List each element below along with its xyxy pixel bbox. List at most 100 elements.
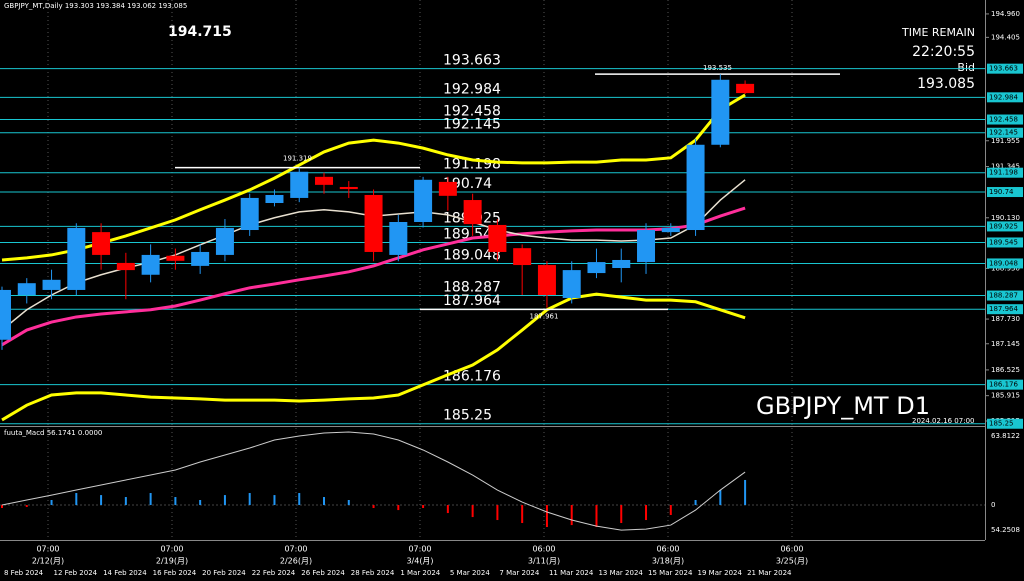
overlay-line [1, 206, 746, 347]
macd-bar [719, 490, 722, 506]
candle-body [488, 224, 507, 252]
candle-body [339, 186, 358, 190]
x-tick-label: 7 Mar 2024 [499, 569, 539, 577]
level-box-label: 192.458 [989, 116, 1018, 124]
level-box-label: 192.145 [989, 129, 1018, 137]
macd-bar [744, 479, 747, 506]
level-box [987, 92, 1023, 103]
macd-bar [521, 505, 524, 524]
y-tick-label: 194.960 [991, 10, 1020, 18]
overlay-line [1, 93, 746, 262]
candle-body [0, 289, 11, 340]
level-box [987, 63, 1023, 74]
level-box-label: 189.048 [989, 259, 1018, 267]
level-box [987, 167, 1023, 178]
x-tick-label: 5 Mar 2024 [450, 569, 490, 577]
macd-bar [100, 495, 103, 506]
annotation-label: 193.535 [703, 64, 732, 72]
y-tick-label: 187.145 [991, 340, 1020, 348]
candle-body [661, 227, 680, 233]
level-label: 188.287 [443, 280, 501, 296]
candle-body [116, 262, 135, 271]
candle-body [215, 227, 234, 255]
macd-bar [694, 500, 697, 506]
macd-bar [50, 500, 53, 506]
candle-body [141, 254, 160, 275]
level-box [987, 258, 1023, 269]
y-tick-label: 191.955 [991, 137, 1020, 145]
x-tick-label: 20 Feb 2024 [202, 569, 246, 577]
level-box [987, 237, 1023, 248]
week-date: 3/25(月) [776, 557, 808, 566]
macd-bar [223, 495, 226, 506]
level-label: 192.145 [443, 117, 501, 133]
candle-body [315, 176, 334, 185]
level-label: 187.964 [443, 293, 501, 309]
level-box [987, 187, 1023, 198]
macd-bar [174, 497, 177, 506]
level-box [987, 290, 1023, 301]
macd-bar [323, 497, 326, 506]
candle-body [67, 227, 86, 290]
y-tick-label: 185.915 [991, 392, 1020, 400]
level-label: 185.25 [443, 408, 492, 424]
countdown: 22:20:55 [912, 44, 975, 60]
y-tick-label: 191.345 [991, 162, 1020, 170]
level-box-label: 189.545 [989, 238, 1018, 246]
macd-bar [446, 505, 449, 514]
macd-bar [570, 505, 573, 526]
x-tick-label: 13 Mar 2024 [598, 569, 643, 577]
macd-bar [347, 500, 350, 506]
level-box-label: 190.74 [989, 188, 1014, 196]
level-box-label: 188.287 [989, 292, 1018, 300]
macd-bar [199, 500, 202, 506]
macd-bar [620, 505, 623, 524]
week-date: 3/11(月) [528, 557, 560, 566]
candle-body [414, 179, 433, 222]
x-tick-label: 11 Mar 2024 [549, 569, 594, 577]
macd-bar [545, 505, 548, 528]
week-time: 07:00 [160, 545, 183, 554]
x-tick-label: 26 Feb 2024 [301, 569, 345, 577]
candle-body [17, 283, 36, 296]
candle-body [389, 221, 408, 255]
y-tick-label: 187.730 [991, 315, 1020, 323]
macd-bar [645, 505, 648, 521]
candle-body [364, 194, 383, 252]
week-date: 2/12(月) [32, 557, 64, 566]
week-time: 07:00 [284, 545, 307, 554]
level-label: 189.048 [443, 247, 501, 263]
level-box-label: 192.984 [989, 93, 1018, 101]
macd-bar [595, 505, 598, 528]
candle-body [438, 181, 457, 196]
watermark-date: 2024.02.16 07:00 [912, 417, 974, 425]
level-label: 186.176 [443, 369, 501, 385]
week-date: 2/19(月) [156, 557, 188, 566]
level-label: 192.458 [443, 104, 501, 120]
x-tick-label: 19 Mar 2024 [698, 569, 743, 577]
level-box [987, 304, 1023, 315]
level-box-label: 189.925 [989, 222, 1018, 230]
level-label: 193.663 [443, 53, 501, 69]
level-box [987, 114, 1023, 125]
macd-bar [496, 505, 499, 521]
time-remain: TIME REMAIN [901, 26, 975, 39]
level-label: 189.545 [443, 226, 501, 242]
candle-body [290, 171, 309, 198]
level-box [987, 418, 1023, 429]
overlay-line [1, 292, 746, 422]
annotation-label: 187.961 [530, 312, 559, 320]
bid: 193.085 [917, 76, 975, 92]
level-box-label: 185.25 [989, 420, 1014, 428]
macd-scale-label: 63.8122 [991, 432, 1020, 440]
level-label: 192.984 [443, 81, 501, 97]
candle-body [463, 200, 482, 225]
y-tick-label: 186.525 [991, 366, 1020, 374]
macd-bar [397, 505, 400, 511]
macd-bar [372, 505, 375, 509]
macd-scale-label: 54.2508 [991, 526, 1020, 534]
x-tick-label: 15 Mar 2024 [648, 569, 693, 577]
candle-body [166, 255, 185, 261]
week-date: 3/18(月) [652, 557, 684, 566]
